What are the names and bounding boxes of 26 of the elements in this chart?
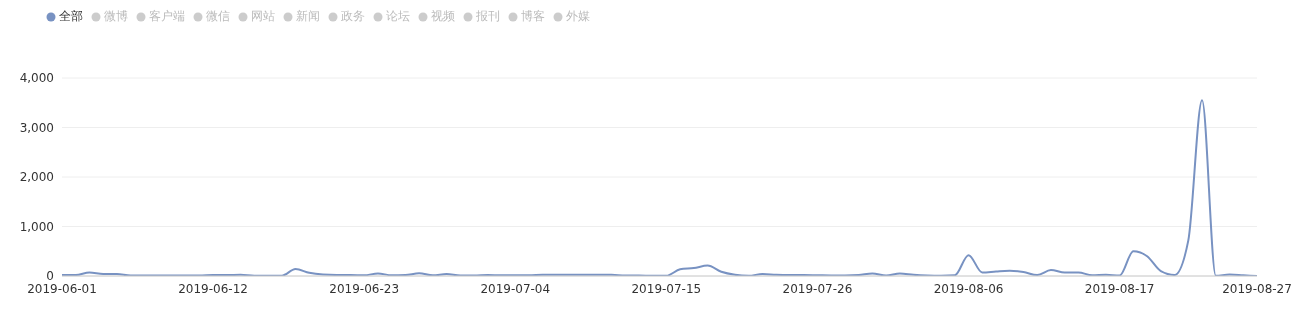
- x-tick-label: 2019-07-15: [631, 281, 702, 296]
- x-tick-label: 2019-07-26: [782, 281, 853, 296]
- legend-label: 博客: [520, 8, 545, 25]
- legend-label: 论坛: [385, 8, 410, 25]
- legend-label: 外媒: [565, 8, 590, 25]
- x-tick-label: 2019-08-27: [1222, 281, 1292, 296]
- x-tick-label: 2019-06-12: [178, 281, 248, 296]
- legend-label: 视频: [430, 8, 455, 25]
- legend-label: 网站: [250, 8, 275, 25]
- y-tick-label: 0: [46, 269, 54, 284]
- legend-label: 报刊: [475, 8, 500, 25]
- x-tick-label: 2019-07-04: [480, 281, 551, 296]
- y-tick-label: 4,000: [19, 71, 54, 86]
- legend-label: 客户端: [148, 8, 185, 25]
- legend-label: 政务: [340, 8, 365, 25]
- legend-label: 微博: [103, 8, 128, 25]
- x-tick-label: 2019-06-23: [329, 281, 400, 296]
- y-tick-label: 3,000: [19, 120, 54, 135]
- x-tick-label: 2019-06-01: [27, 281, 97, 296]
- x-tick-label: 2019-08-06: [933, 281, 1004, 296]
- y-tick-label: 2,000: [19, 170, 54, 185]
- legend-label: 新闻: [295, 8, 320, 25]
- legend-label: 微信: [205, 8, 230, 25]
- legend-label: 全部: [58, 8, 83, 25]
- x-tick-label: 2019-08-17: [1084, 281, 1155, 296]
- y-tick-label: 1,000: [19, 219, 54, 234]
